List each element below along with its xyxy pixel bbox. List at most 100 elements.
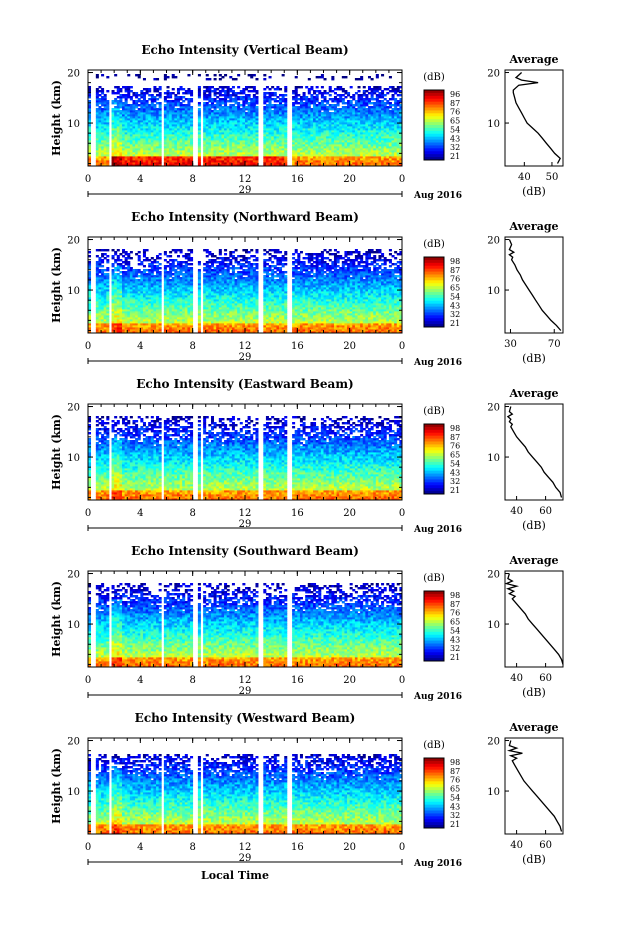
heatmap-cell [95,88,99,91]
heatmap-cell [101,136,105,139]
heatmap-cell [265,92,269,95]
heatmap-cell [114,110,118,113]
heatmap-cell [150,118,154,121]
heatmap-cell [153,90,157,93]
heatmap-cell [268,88,272,91]
heatmap-cell [336,94,340,97]
heatmap-cell [129,146,133,149]
heatmap-cell [331,112,335,115]
heatmap-cell [297,94,301,97]
heatmap-cell [129,144,133,147]
heatmap-cell [116,160,120,163]
heatmap-cell [153,148,157,151]
heatmap-cell [122,136,126,139]
heatmap-cell [203,90,207,93]
heatmap-cell [122,271,126,274]
heatmap-cell [140,116,144,119]
heatmap-cell [135,158,139,161]
heatmap-cell [127,116,131,119]
heatmap-cell [239,90,243,93]
heatmap-cell [158,86,162,89]
heatmap-cell [135,74,139,77]
heatmap-cell [150,114,154,117]
heatmap-cell [137,120,141,123]
heatmap-cell [119,104,123,107]
heatmap-cell [127,144,131,147]
heatmap-cell [142,124,146,127]
heatmap-cell [294,106,298,109]
heatmap-cell [135,136,139,139]
heatmap-cell [208,86,212,89]
heatmap-cell [148,118,152,121]
heatmap-cell [129,140,133,143]
heatmap-cell [137,112,141,115]
heatmap-cell [98,132,102,135]
heatmap-cell [142,104,146,107]
heatmap-cell [132,118,136,121]
heatmap-cell [122,265,126,268]
heatmap-cell [103,108,107,111]
heatmap-cell [166,86,170,89]
heatmap-cell [122,86,126,89]
heatmap-cell [142,112,146,115]
heatmap-cell [137,158,141,161]
heatmap-cell [122,158,126,161]
colorbar-swatch [424,127,444,132]
heatmap-cell [281,104,285,107]
heatmap-cell [148,122,152,125]
heatmap-cell [103,94,107,97]
heatmap-cell [360,94,364,97]
heatmap-cell [150,144,154,147]
heatmap-cell [103,136,107,139]
heatmap-cell [122,132,126,135]
heatmap-cell [114,116,118,119]
heatmap-cell [252,94,256,97]
heatmap-cell [142,136,146,139]
heatmap-cell [95,110,99,113]
heatmap-cell [116,114,120,117]
heatmap-cell [153,156,157,159]
heatmap-cell [116,126,120,129]
heatmap-cell [116,255,120,258]
heatmap-cell [370,88,374,91]
heatmap-cell [116,86,120,89]
heatmap-cell [273,104,277,107]
heatmap-cell [145,146,149,149]
heatmap-cell [396,94,400,97]
heatmap-cell [383,98,387,101]
heatmap-cell [98,126,102,129]
heatmap-cell [142,132,146,135]
heatmap-cell [106,102,110,105]
colorbar-swatch [424,92,444,97]
heatmap-cell [142,162,146,165]
heatmap-cell [129,112,133,115]
heatmap-cell [116,96,120,99]
heatmap-cell [95,144,99,147]
heatmap-cell [140,130,144,133]
heatmap-cell [114,126,118,129]
heatmap-cell [135,156,139,159]
heatmap-cell [145,114,149,117]
profile-frame [504,69,564,167]
heatmap-cell [318,76,322,79]
heatmap-cell [114,122,118,125]
heatmap-cell [145,92,149,95]
heatmap-cell [137,140,141,143]
colorbar-swatch [424,133,444,138]
heatmap-cell [148,134,152,137]
heatmap-cell [150,116,154,119]
heatmap-cell [150,104,154,107]
heatmap-cell [179,96,183,99]
heatmap-cell [148,269,152,272]
heatmap-cell [122,144,126,147]
heatmap-cell [247,94,251,97]
heatmap-cell [242,96,246,99]
heatmap-cell [106,76,110,79]
heatmap-cell [122,112,126,115]
heatmap-cell [255,90,259,93]
heatmap-cell [190,106,194,109]
colorbar-swatch [424,113,444,117]
heatmap-cell [247,74,251,77]
heatmap-cell [247,102,251,105]
heatmap-cell [378,92,382,95]
